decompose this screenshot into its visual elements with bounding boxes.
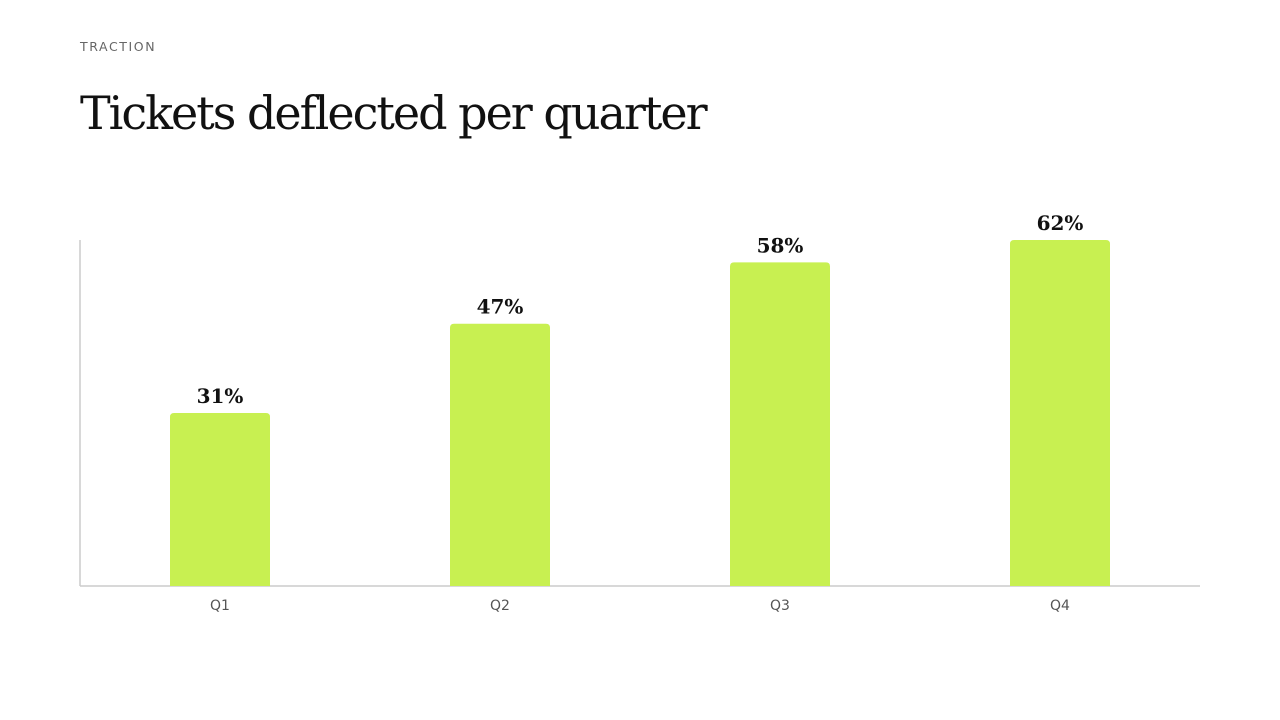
bar-q2 [450,323,550,586]
value-label-q1: 31% [197,384,244,408]
value-labels-group: 31% 47% 58% 62% [197,211,1084,408]
bars-group [170,240,1110,586]
bar-q4 [1010,240,1110,586]
x-tick-label-q3: Q3 [770,598,790,614]
tick-labels-group: Q1 Q2 Q3 Q4 [210,598,1070,614]
value-label-q4: 62% [1037,211,1084,235]
x-tick-label-q1: Q1 [210,598,230,614]
x-tick-label-q4: Q4 [1050,598,1070,614]
value-label-q2: 47% [477,295,524,319]
slide-title: Tickets deflected per quarter [80,86,708,140]
value-label-q3: 58% [757,233,804,257]
section-eyebrow: TRACTION [80,39,157,54]
x-tick-label-q2: Q2 [490,598,510,614]
bar-q3 [730,262,830,586]
bar-q1 [170,413,270,586]
